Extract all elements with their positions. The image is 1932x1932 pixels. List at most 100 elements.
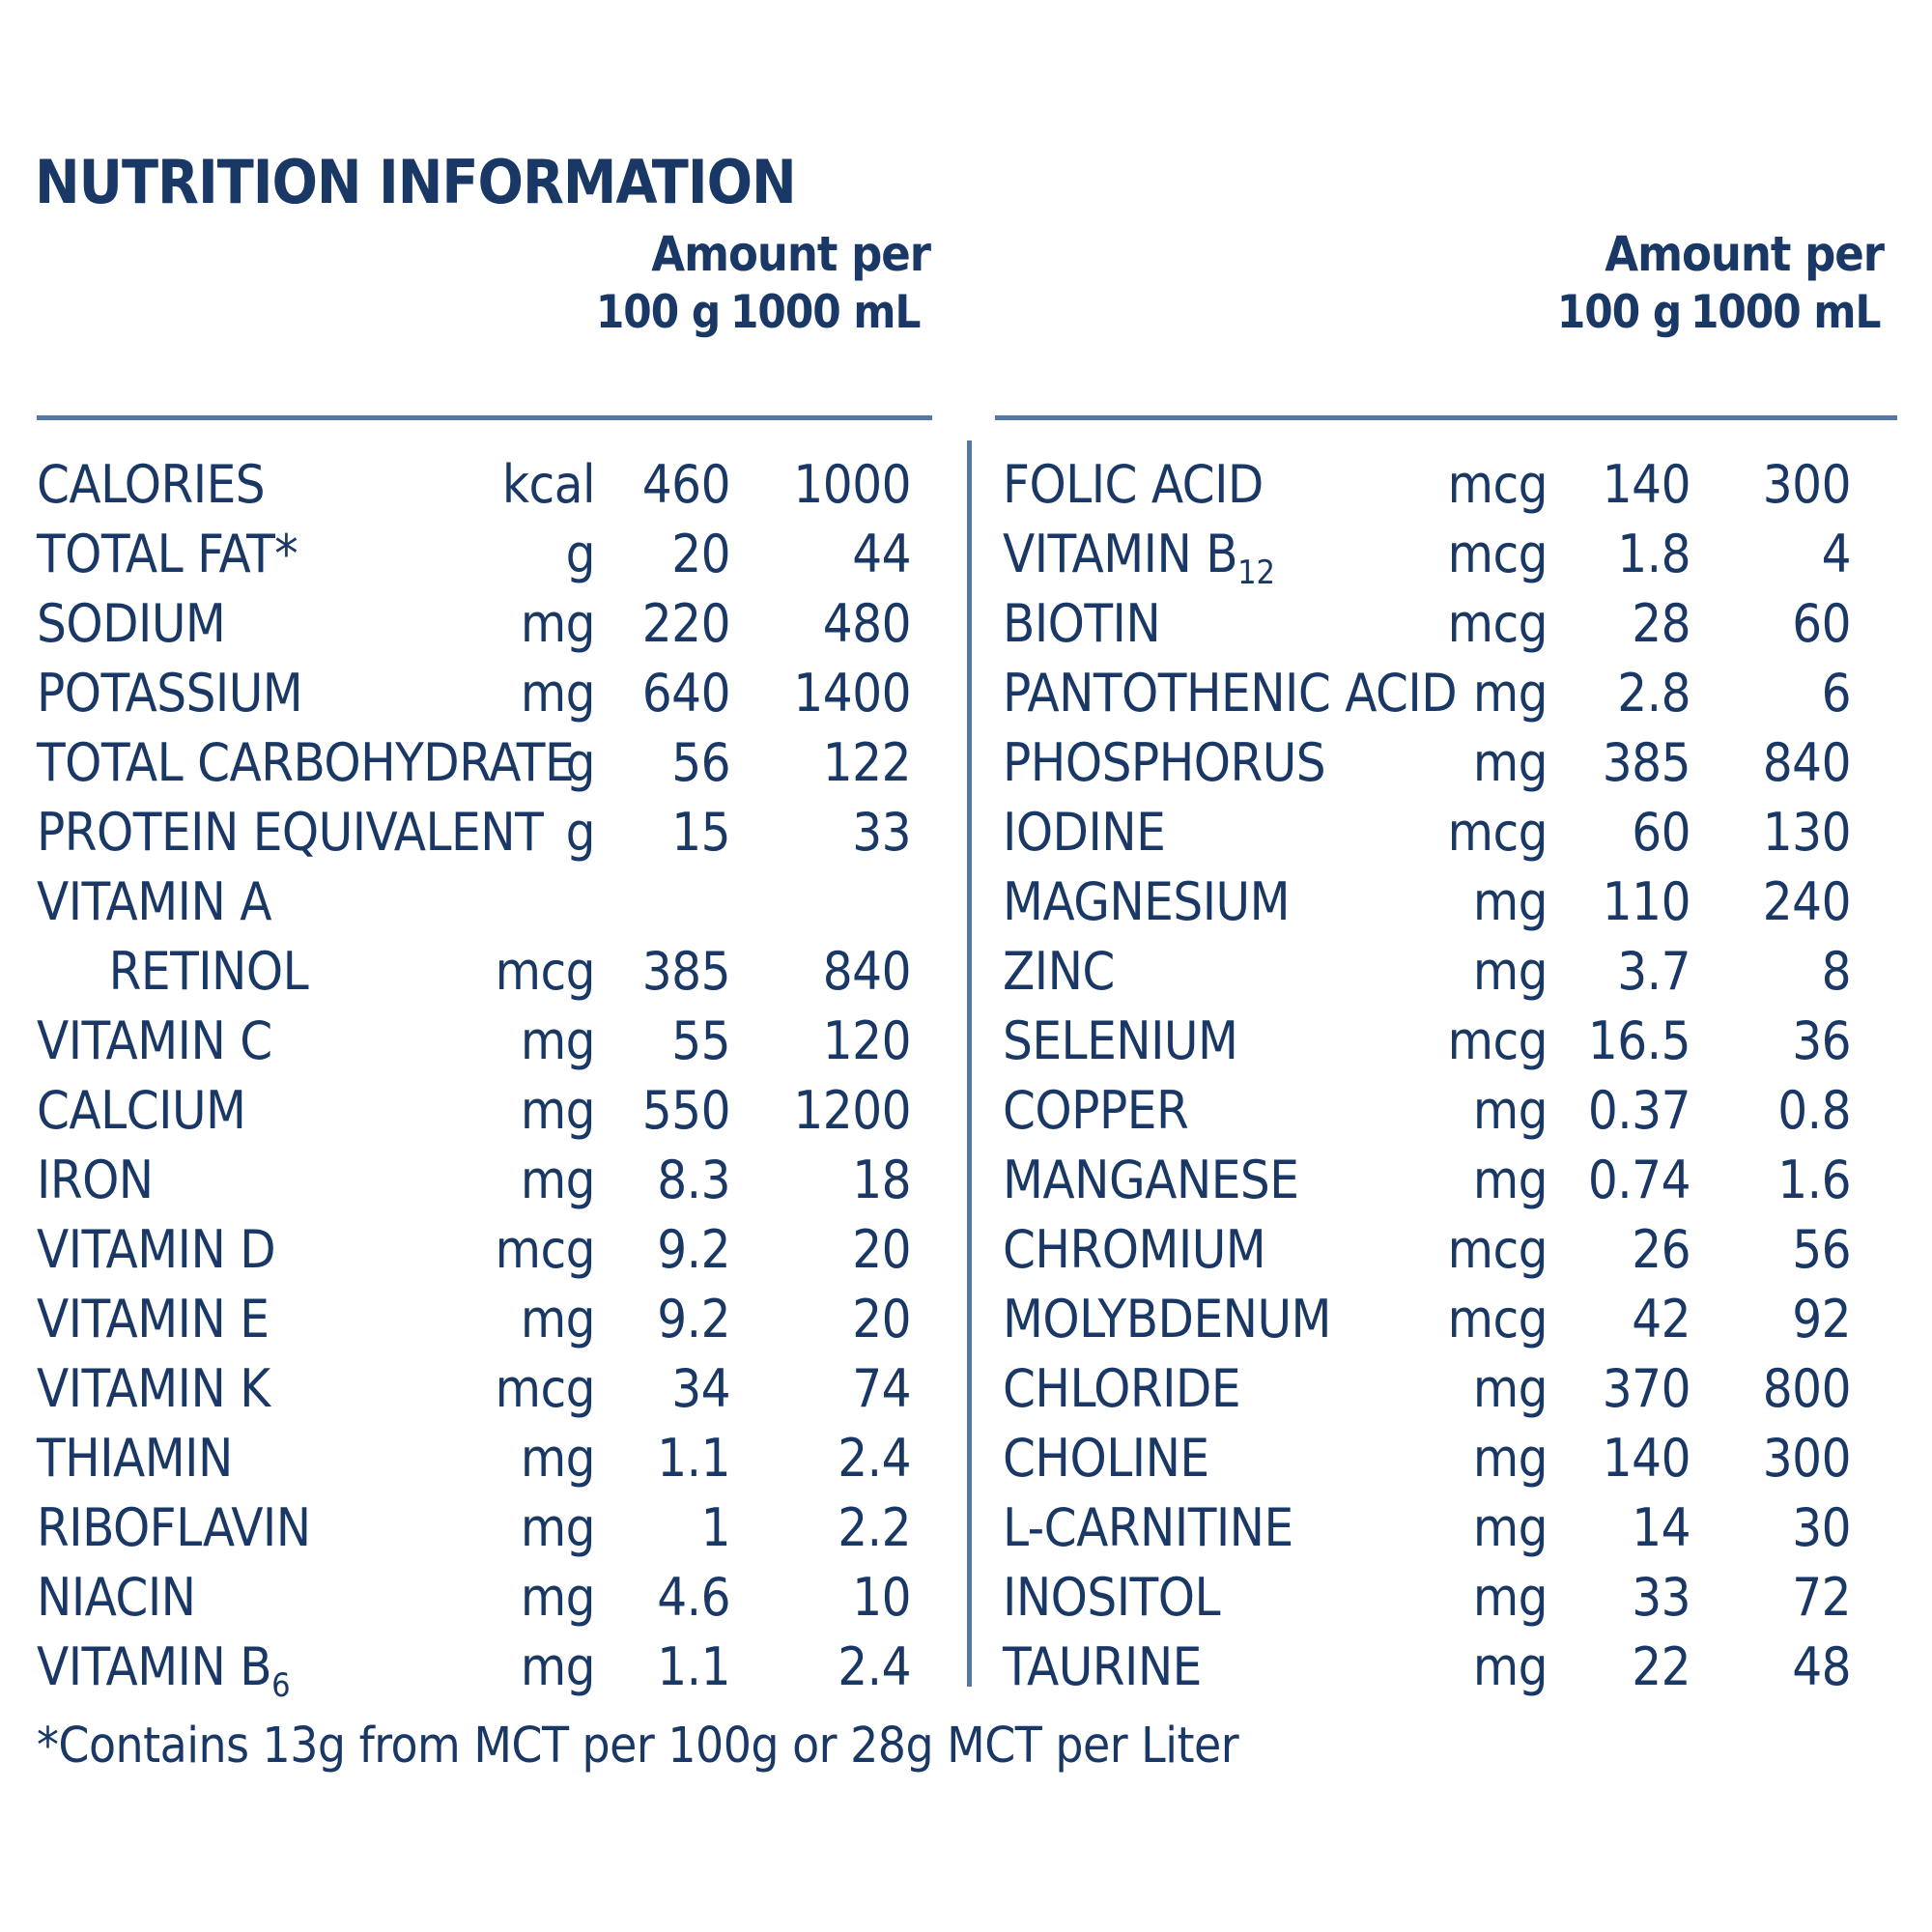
table-row: VITAMIN K mcg 34 74 — [37, 1354, 912, 1424]
table-row: FOLIC ACID mcg 140 300 — [1003, 450, 1852, 520]
amount-per-100g-value: 9.2 — [657, 1289, 730, 1350]
table-row: CALORIES kcal 460 1000 — [37, 450, 912, 520]
nutrient-name: VITAMIN D — [37, 1219, 276, 1280]
table-row: INOSITOL mg 33 72 — [1003, 1563, 1852, 1633]
nutrient-name: TOTAL CARBOHYDRATE — [37, 732, 575, 793]
amount-per-100g-value: 22 — [1632, 1636, 1690, 1697]
amount-per-1000ml-value: 800 — [1762, 1358, 1852, 1419]
nutrient-name: VITAMIN K — [37, 1358, 270, 1419]
amount-per-1000ml-value: 92 — [1792, 1289, 1851, 1350]
table-row: POTASSIUM mg 640 1400 — [37, 659, 912, 728]
table-row: VITAMIN D mcg 9.2 20 — [37, 1215, 912, 1285]
nutrient-unit: mcg — [1447, 593, 1548, 654]
amount-per-1000ml-value: 56 — [1792, 1219, 1851, 1280]
table-row: NIACIN mg 4.6 10 — [37, 1563, 912, 1633]
amount-per-100g-value: 110 — [1602, 871, 1691, 932]
nutrient-name: POTASSIUM — [37, 663, 303, 724]
amount-per-1000ml-value: 2.4 — [838, 1636, 911, 1697]
nutrient-unit: mcg — [1447, 1010, 1548, 1071]
amount-per-1000ml-value: 130 — [1762, 802, 1852, 863]
amount-per-1000ml-value: 120 — [822, 1010, 912, 1071]
table-row: VITAMIN C mg 55 120 — [37, 1007, 912, 1076]
nutrient-name: INOSITOL — [1003, 1567, 1221, 1628]
table-row: CHLORIDE mg 370 800 — [1003, 1354, 1852, 1424]
nutrient-name: VITAMIN B6 — [37, 1636, 291, 1705]
column-header-1000ml: 1000 mL — [730, 286, 921, 339]
amount-per-100g-value: 140 — [1602, 1428, 1691, 1489]
nutrient-unit: mg — [1472, 1358, 1548, 1419]
nutrient-unit: mcg — [495, 1358, 596, 1419]
amount-per-100g-value: 550 — [641, 1080, 731, 1141]
amount-per-100g-value: 60 — [1632, 802, 1690, 863]
amount-per-1000ml-value: 18 — [852, 1150, 911, 1210]
amount-per-100g-value: 1 — [700, 1497, 731, 1558]
nutrient-unit: mg — [520, 1428, 596, 1489]
amount-per-100g-value: 0.74 — [1587, 1150, 1691, 1210]
column-header-100g: 100 g — [1556, 286, 1682, 339]
nutrient-unit: mcg — [1447, 802, 1548, 863]
amount-per-1000ml-value: 840 — [822, 941, 912, 1002]
nutrient-unit: mg — [520, 1497, 596, 1558]
table-row: TAURINE mg 22 48 — [1003, 1633, 1852, 1702]
amount-per-100g-value: 20 — [671, 524, 730, 584]
amount-per-100g-value: 460 — [641, 454, 731, 515]
amount-per-1000ml-value: 74 — [852, 1358, 911, 1419]
amount-per-100g-value: 2.8 — [1617, 663, 1690, 724]
amount-per-1000ml-value: 4 — [1821, 524, 1852, 584]
amount-per-1000ml-value: 480 — [822, 593, 912, 654]
amount-per-1000ml-value: 30 — [1792, 1497, 1851, 1558]
table-row: SODIUM mg 220 480 — [37, 589, 912, 659]
nutrient-unit: mg — [520, 663, 596, 724]
amount-per-1000ml-value: 1.6 — [1777, 1150, 1851, 1210]
nutrient-unit: mg — [1472, 871, 1548, 932]
amount-per-100g-value: 370 — [1602, 1358, 1691, 1419]
nutrient-name: CALORIES — [37, 454, 266, 515]
amount-per-1000ml-value: 10 — [852, 1567, 911, 1628]
nutrient-unit: g — [565, 732, 596, 793]
nutrient-unit: g — [565, 802, 596, 863]
nutrient-name: CALCIUM — [37, 1080, 246, 1141]
nutrient-unit: mg — [1472, 1567, 1548, 1628]
amount-per-header: Amount per — [651, 226, 931, 282]
nutrient-unit: mg — [1472, 732, 1548, 793]
amount-per-100g-value: 8.3 — [657, 1150, 730, 1210]
header-rule — [995, 415, 1897, 420]
table-row: SELENIUM mcg 16.5 36 — [1003, 1007, 1852, 1076]
nutrient-unit: mg — [1472, 663, 1548, 724]
nutrient-name: FOLIC ACID — [1003, 454, 1264, 515]
nutrient-name: VITAMIN C — [37, 1010, 272, 1071]
table-row: IODINE mcg 60 130 — [1003, 798, 1852, 867]
amount-per-100g-value: 16.5 — [1587, 1010, 1691, 1071]
nutrient-unit: mg — [1472, 1080, 1548, 1141]
nutrient-unit: mg — [1472, 1428, 1548, 1489]
amount-per-1000ml-value: 2.2 — [838, 1497, 911, 1558]
table-row: TOTAL FAT* g 20 44 — [37, 520, 912, 589]
amount-per-100g-value: 385 — [1602, 732, 1691, 793]
amount-per-100g-value: 14 — [1632, 1497, 1690, 1558]
table-row: ZINC mg 3.7 8 — [1003, 937, 1852, 1007]
amount-per-1000ml-value: 1400 — [793, 663, 911, 724]
nutrient-unit: mg — [520, 593, 596, 654]
footnote: *Contains 13g from MCT per 100g or 28g M… — [37, 1718, 1239, 1775]
table-row: CHROMIUM mcg 26 56 — [1003, 1215, 1852, 1285]
amount-per-1000ml-value: 20 — [852, 1289, 911, 1350]
nutrient-name: SELENIUM — [1003, 1010, 1238, 1071]
nutrient-unit: mg — [520, 1010, 596, 1071]
amount-per-1000ml-value: 8 — [1821, 941, 1852, 1002]
nutrient-name: IODINE — [1003, 802, 1166, 863]
nutrient-unit: mcg — [1447, 1219, 1548, 1280]
table-row: MAGNESIUM mg 110 240 — [1003, 867, 1852, 937]
nutrient-unit: g — [565, 524, 596, 584]
nutrient-name: VITAMIN A — [37, 871, 271, 932]
amount-per-100g-value: 55 — [671, 1010, 730, 1071]
unit-columns-header: 100 g 1000 mL — [1548, 286, 1882, 339]
nutrient-unit: mg — [1472, 1150, 1548, 1210]
amount-per-1000ml-value: 1200 — [793, 1080, 911, 1141]
amount-per-100g-value: 33 — [1632, 1567, 1690, 1628]
table-row: COPPER mg 0.37 0.8 — [1003, 1076, 1852, 1146]
table-body: FOLIC ACID mcg 140 300 VITAMIN B12 mcg 1… — [1003, 450, 1852, 1702]
nutrient-unit: mcg — [495, 1219, 596, 1280]
nutrient-name: MOLYBDENUM — [1003, 1289, 1331, 1350]
table-row: CALCIUM mg 550 1200 — [37, 1076, 912, 1146]
nutrient-name: PHOSPHORUS — [1003, 732, 1326, 793]
